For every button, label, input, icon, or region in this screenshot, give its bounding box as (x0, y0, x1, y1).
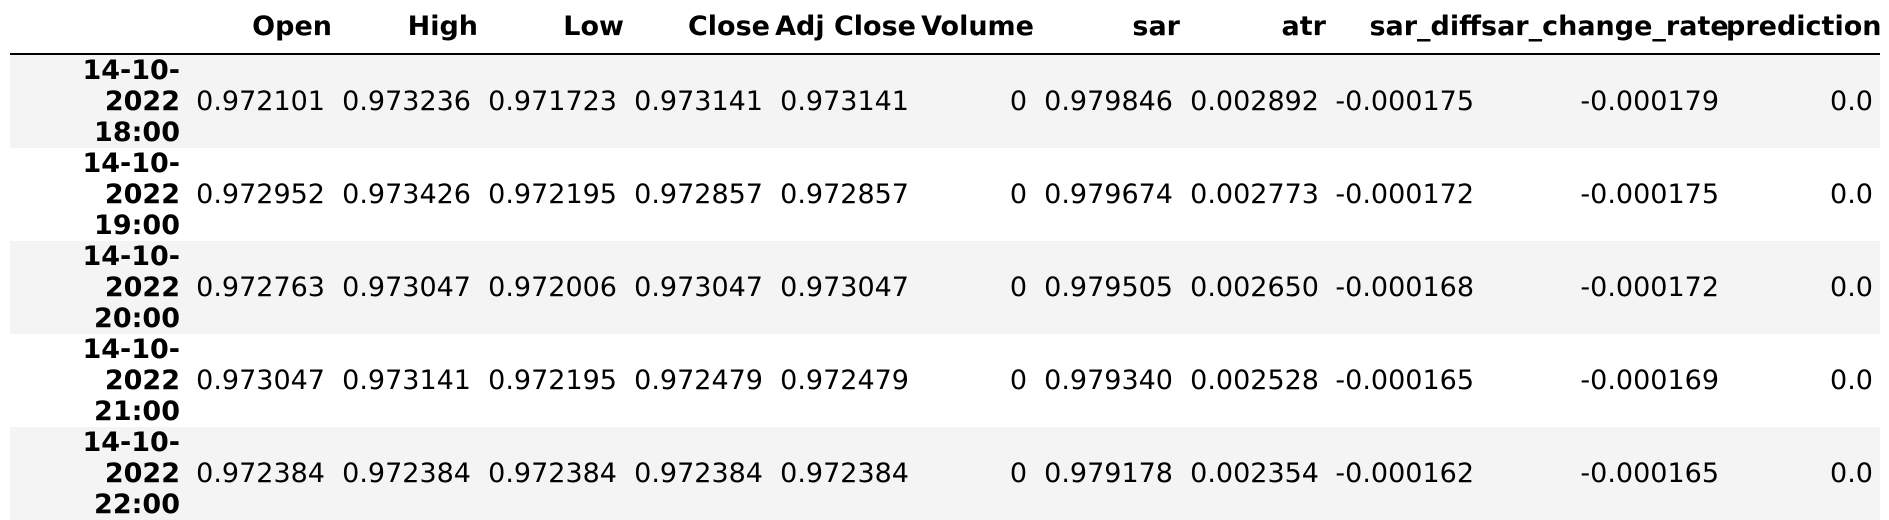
cell-atr: 0.002650 (1190, 272, 1319, 303)
column-header-sar-diff: sar_diff (1326, 0, 1481, 55)
row-index: 14-10-2022 18:00 (10, 54, 186, 148)
column-header-close: Close (624, 0, 770, 55)
cell-close: 0.972479 (634, 365, 763, 396)
cell-adj-close: 0.972857 (780, 179, 909, 210)
cell-volume: 0 (1009, 179, 1027, 210)
cell-volume: 0 (1009, 458, 1027, 489)
row-index-date: 14-10-2022 (82, 241, 180, 303)
cell-prediction: 0.0 (1830, 86, 1873, 117)
cell-adj-close: 0.972384 (780, 458, 909, 489)
table-row: 14-10-2022 22:00 0.972384 0.972384 0.972384 0… (10, 427, 1880, 520)
cell-volume: 0 (1009, 86, 1027, 117)
cell-high: 0.972384 (342, 458, 471, 489)
dataframe-container: Open High Low Close Adj Close Volume sar… (10, 0, 1881, 520)
cell-sar: 0.979505 (1044, 272, 1173, 303)
cell-low: 0.971723 (488, 86, 617, 117)
cell-close: 0.972857 (634, 179, 763, 210)
cell-low: 0.972384 (488, 458, 617, 489)
cell-sar-diff: -0.000165 (1335, 365, 1474, 396)
table-row: 14-10-2022 18:00 0.972101 0.973236 0.971723 0… (10, 54, 1880, 148)
cell-low: 0.972006 (488, 272, 617, 303)
row-index-date: 14-10-2022 (82, 427, 180, 489)
cell-adj-close: 0.973047 (780, 272, 909, 303)
cell-open: 0.972952 (196, 179, 325, 210)
cell-atr: 0.002354 (1190, 458, 1319, 489)
cell-sar-change-rate: -0.000165 (1580, 458, 1719, 489)
row-index: 14-10-2022 20:00 (10, 241, 186, 334)
cell-sar-diff: -0.000162 (1335, 458, 1474, 489)
table-row: 14-10-2022 20:00 0.972763 0.973047 0.972006 0… (10, 241, 1880, 334)
cell-sar-change-rate: -0.000172 (1580, 272, 1719, 303)
cell-atr: 0.002773 (1190, 179, 1319, 210)
cell-high: 0.973426 (342, 179, 471, 210)
row-index: 14-10-2022 21:00 (10, 334, 186, 427)
column-header-low: Low (478, 0, 624, 55)
cell-sar-diff: -0.000168 (1335, 272, 1474, 303)
cell-high: 0.973236 (342, 86, 471, 117)
row-index-time: 22:00 (94, 489, 180, 520)
cell-adj-close: 0.973141 (780, 86, 909, 117)
column-header-sar-change-rate: sar_change_rate (1481, 0, 1729, 55)
cell-open: 0.972763 (196, 272, 325, 303)
row-index-time: 21:00 (94, 396, 180, 427)
cell-prediction: 0.0 (1830, 458, 1873, 489)
cell-atr: 0.002528 (1190, 365, 1319, 396)
header-row: Open High Low Close Adj Close Volume sar… (10, 0, 1881, 55)
column-header-volume: Volume (916, 0, 1034, 55)
row-index-time: 20:00 (94, 303, 180, 334)
cell-volume: 0 (1009, 272, 1027, 303)
column-header-high: High (332, 0, 478, 55)
index-header (10, 0, 186, 55)
cell-sar-change-rate: -0.000175 (1580, 179, 1719, 210)
row-index: 14-10-2022 19:00 (10, 148, 186, 241)
column-header-adj-close: Adj Close (770, 0, 916, 55)
cell-sar: 0.979674 (1044, 179, 1173, 210)
cell-sar: 0.979846 (1044, 86, 1173, 117)
cell-low: 0.972195 (488, 179, 617, 210)
column-header-open: Open (186, 0, 332, 55)
row-index-date: 14-10-2022 (82, 55, 180, 117)
cell-high: 0.973141 (342, 365, 471, 396)
cell-sar: 0.979178 (1044, 458, 1173, 489)
cell-close: 0.972384 (634, 458, 763, 489)
row-index-time: 18:00 (94, 117, 180, 148)
cell-sar: 0.979340 (1044, 365, 1173, 396)
cell-close: 0.973141 (634, 86, 763, 117)
cell-open: 0.972384 (196, 458, 325, 489)
table-body: 14-10-2022 18:00 0.972101 0.973236 0.971723 0… (10, 54, 1880, 520)
cell-sar-change-rate: -0.000179 (1580, 86, 1719, 117)
table-header: Open High Low Close Adj Close Volume sar… (10, 0, 1881, 55)
cell-low: 0.972195 (488, 365, 617, 396)
cell-atr: 0.002892 (1190, 86, 1319, 117)
row-index-date: 14-10-2022 (82, 148, 180, 210)
cell-volume: 0 (1009, 365, 1027, 396)
cell-sar-diff: -0.000175 (1335, 86, 1474, 117)
cell-open: 0.972101 (196, 86, 325, 117)
column-header-atr: atr (1180, 0, 1326, 55)
column-header-sar: sar (1034, 0, 1180, 55)
cell-prediction: 0.0 (1830, 179, 1873, 210)
table-row: 14-10-2022 19:00 0.972952 0.973426 0.972195 0… (10, 148, 1880, 241)
column-header-prediction: prediction (1726, 0, 1881, 55)
cell-prediction: 0.0 (1830, 365, 1873, 396)
cell-prediction: 0.0 (1830, 272, 1873, 303)
cell-open: 0.973047 (196, 365, 325, 396)
dataframe-table: Open High Low Close Adj Close Volume sar… (10, 0, 1881, 520)
table-row: 14-10-2022 21:00 0.973047 0.973141 0.972195 0… (10, 334, 1880, 427)
cell-high: 0.973047 (342, 272, 471, 303)
cell-sar-change-rate: -0.000169 (1580, 365, 1719, 396)
cell-adj-close: 0.972479 (780, 365, 909, 396)
row-index-date: 14-10-2022 (82, 334, 180, 396)
cell-sar-diff: -0.000172 (1335, 179, 1474, 210)
row-index: 14-10-2022 22:00 (10, 427, 186, 520)
row-index-time: 19:00 (94, 210, 180, 241)
cell-close: 0.973047 (634, 272, 763, 303)
